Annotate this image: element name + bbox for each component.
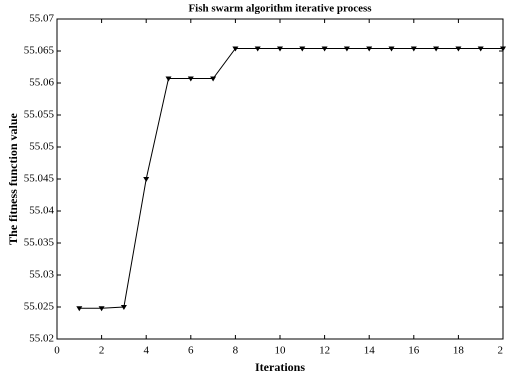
marker — [321, 46, 328, 52]
y-tick-label: 55.055 — [24, 109, 55, 121]
y-tick-label: 55.035 — [24, 237, 55, 249]
marker — [388, 46, 395, 52]
y-tick-label: 55.07 — [29, 13, 54, 25]
marker — [120, 305, 127, 310]
marker — [410, 46, 417, 52]
marker — [455, 46, 462, 52]
marker — [98, 306, 105, 312]
x-tick-label: 0 — [54, 345, 60, 357]
plot-frame — [56, 18, 504, 340]
line — [79, 47, 503, 309]
marker — [76, 306, 83, 312]
marker — [477, 46, 484, 52]
y-tick-label: 55.045 — [24, 173, 55, 185]
marker — [232, 46, 239, 52]
marker — [165, 76, 172, 82]
x-tick-label: 2 — [498, 345, 504, 357]
y-tick-label: 55.05 — [29, 141, 54, 153]
marker — [299, 46, 306, 52]
marker — [187, 76, 194, 82]
y-tick-label: 55.065 — [24, 45, 55, 57]
x-tick-label: 10 — [275, 345, 287, 357]
marker — [277, 46, 283, 52]
y-tick-label: 55.06 — [29, 77, 54, 89]
marker — [500, 46, 506, 52]
marker — [210, 76, 217, 82]
x-tick-label: 12 — [319, 345, 330, 357]
y-tick-label: 55.025 — [24, 301, 55, 313]
marker — [433, 46, 440, 52]
marker — [343, 46, 350, 52]
chart-title: Fish swarm algorithm iterative process — [188, 3, 372, 15]
marker — [366, 46, 373, 52]
x-tick-label: 2 — [99, 345, 105, 357]
marker — [143, 177, 150, 182]
y-tick-label: 55.04 — [29, 205, 54, 217]
x-tick-label: 6 — [188, 345, 194, 357]
y-tick-label: 55.02 — [29, 333, 54, 345]
y-tick-label: 55.03 — [29, 269, 54, 281]
x-tick-label: 14 — [364, 345, 376, 357]
x-tick-label: 4 — [143, 345, 149, 357]
x-axis-label: Iterations — [255, 360, 305, 374]
y-axis-label: The fitness function value — [6, 112, 20, 244]
x-tick-label: 18 — [453, 345, 465, 357]
x-tick-label: 8 — [233, 345, 239, 357]
marker — [254, 46, 261, 52]
x-tick-label: 16 — [408, 345, 420, 357]
